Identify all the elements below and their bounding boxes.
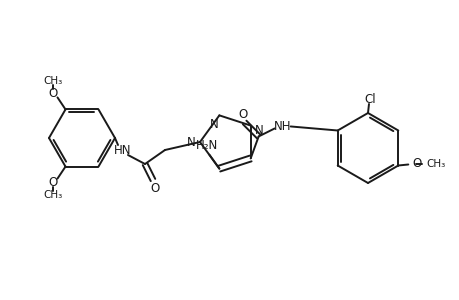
- Text: N: N: [186, 136, 195, 148]
- Text: HN: HN: [114, 143, 131, 157]
- Text: O: O: [150, 182, 159, 194]
- Text: N: N: [209, 118, 218, 131]
- Text: O: O: [49, 87, 58, 100]
- Text: O: O: [49, 176, 58, 189]
- Text: CH₃: CH₃: [425, 158, 445, 169]
- Text: CH₃: CH₃: [44, 76, 63, 86]
- Text: H₂N: H₂N: [196, 139, 218, 152]
- Text: CH₃: CH₃: [44, 190, 63, 200]
- Text: O: O: [237, 108, 247, 121]
- Text: NH: NH: [273, 120, 291, 133]
- Text: N: N: [255, 124, 263, 137]
- Text: O: O: [411, 157, 420, 170]
- Text: Cl: Cl: [364, 92, 375, 106]
